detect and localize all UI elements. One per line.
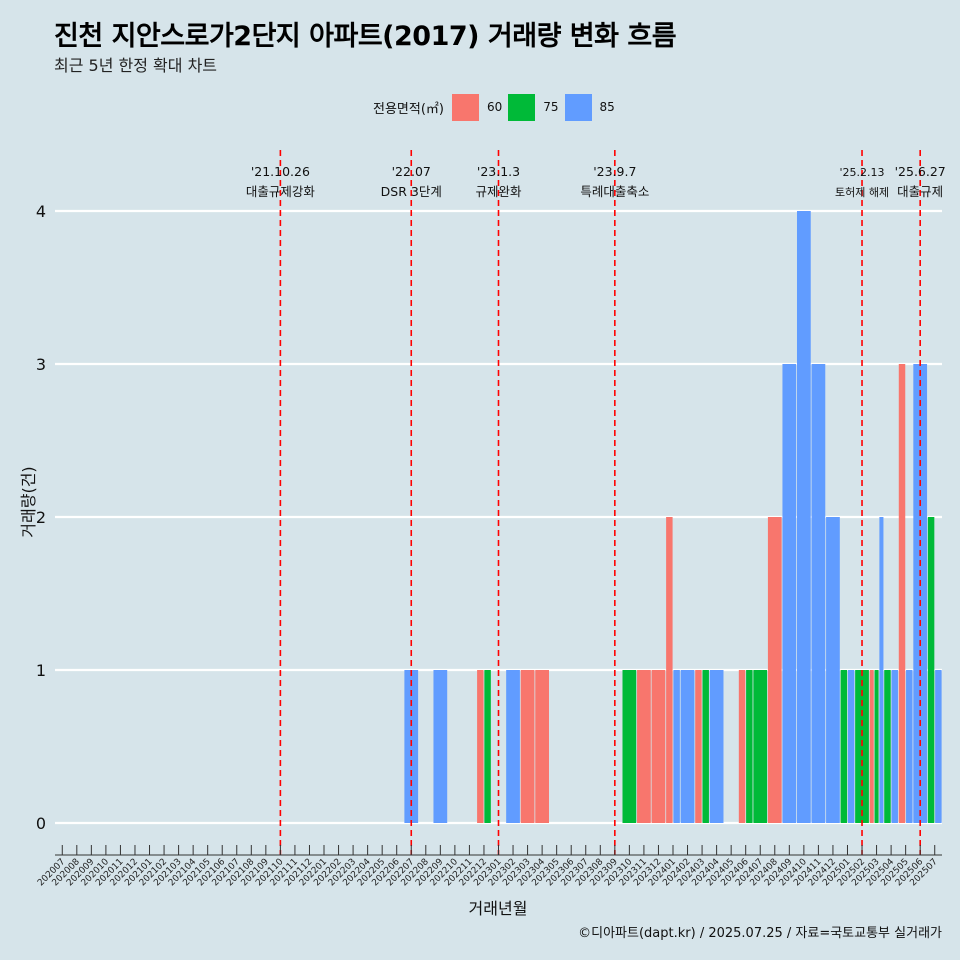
bar-85-202503 [879,517,884,823]
bar-85-202411 [811,364,826,823]
bar-60-202406 [738,670,746,823]
bar-75-202501 [840,670,848,823]
bar-85-202409 [782,364,797,823]
bar-85-202209 [433,670,448,823]
bar-75-202502 [855,670,869,823]
y-tick-label: 2 [36,508,46,527]
chart-subtitle: 최근 5년 한정 확대 차트 [54,56,218,75]
event-date: '22.07 [392,164,431,179]
bar-75-202406 [746,670,753,823]
bar-85-202412 [826,517,840,823]
event-date: '25.2.13 [840,166,885,179]
bar-75-202407 [753,670,768,823]
event-date: '23.9.7 [593,164,636,179]
bar-75-202503 [874,670,879,823]
y-axis-title: 거래량(건) [19,466,38,537]
event-date: '21.10.26 [251,164,310,179]
event-label: 대출규제강화 [246,184,316,199]
legend-label-85: 85 [599,100,615,114]
legend-swatch-75 [508,93,536,121]
legend-item-60: 60 [451,93,503,121]
x-axis-title: 거래년월 [469,899,528,918]
source-caption: ©디아파트(dapt.kr) / 2025.07.25 / 자료=국토교통부 실… [578,926,942,941]
bar-75-202507 [927,517,935,823]
legend-item-75: 75 [508,93,559,121]
y-tick-label: 1 [36,661,46,680]
legend-swatch-85 [564,93,592,121]
event-label: 토허제 해제 [835,185,889,199]
bar-85-202504 [891,670,898,823]
bar-60-202304 [535,670,549,823]
legend-swatch-60 [451,93,479,121]
event-date: '23.1.3 [477,164,520,179]
bar-85-202410 [796,211,811,823]
legend: 전용면적(㎡) 60 75 85 [373,93,621,121]
bar-75-202403 [702,670,709,823]
bar-85-202507 [935,670,942,823]
bar-60-202212 [477,670,484,823]
event-label: DSR 3단계 [381,184,442,199]
bar-60-202408 [767,517,782,823]
bar-60-202503 [869,670,874,823]
bar-85-202302 [506,670,520,823]
bar-75-202212 [484,670,491,823]
legend-title: 전용면적(㎡) [373,101,444,117]
bar-75-202504 [884,670,891,823]
bar-85-202402 [680,670,695,823]
event-date: '25.6.27 [895,164,946,179]
event-label: 특례대출축소 [580,184,649,199]
y-tick-label: 4 [36,202,46,221]
event-label: 규제완화 [475,184,522,199]
bar-60-202311 [637,670,651,823]
bar-60-202303 [520,670,535,823]
bar-85-202404 [709,670,724,823]
bar-85-202505 [906,670,913,823]
event-label: 대출규제 [897,184,943,199]
legend-item-85: 85 [564,93,615,121]
legend-label-75: 75 [543,100,559,114]
bar-85-202401 [673,670,680,823]
bar-60-202403 [695,670,702,823]
legend-label-60: 60 [486,100,503,114]
bar-85-202207 [404,670,419,823]
bar-60-202505 [898,364,906,823]
bar-75-202310 [622,670,637,823]
bar-60-202401 [666,517,673,823]
bar-85-202501 [847,670,855,823]
y-tick-label: 0 [36,814,46,833]
y-tick-label: 3 [36,355,46,374]
chart-title: 진천 지안스로가2단지 아파트(2017) 거래량 변화 흐름 [54,21,677,52]
bar-60-202312 [651,670,666,823]
